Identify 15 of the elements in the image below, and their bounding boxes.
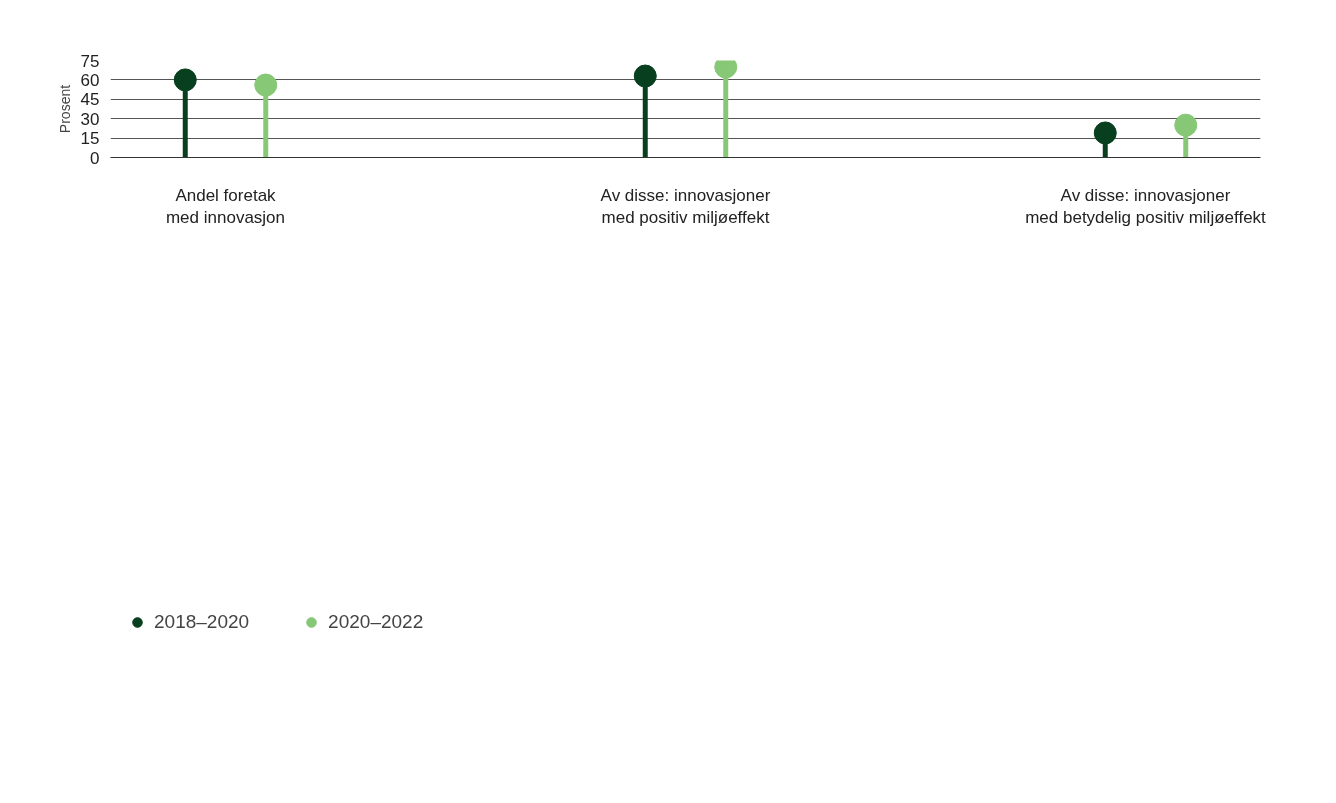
point bbox=[633, 64, 657, 88]
legend-label: 2018–2020 bbox=[154, 610, 250, 633]
legend-label: 2020–2022 bbox=[328, 610, 424, 633]
y-tick-label: 0 bbox=[90, 148, 100, 168]
point bbox=[173, 68, 197, 92]
x-tick-label: Andel foretak med innovasjon bbox=[165, 185, 286, 228]
y-tick-label: 45 bbox=[80, 90, 100, 110]
y-tick-label: 15 bbox=[80, 129, 100, 149]
y-tick-label: 75 bbox=[80, 51, 100, 71]
y-tick-label: 60 bbox=[80, 70, 100, 90]
y-tick-label: 30 bbox=[80, 109, 100, 129]
x-tick-label: Av disse: innovasjoner med betydelig positiv miljøeffekt bbox=[1025, 185, 1267, 228]
point bbox=[1093, 121, 1117, 145]
y-axis-title: Prosent bbox=[56, 84, 73, 134]
x-tick-label: Av disse: innovasjoner med positiv miljøeffekt bbox=[600, 185, 771, 228]
